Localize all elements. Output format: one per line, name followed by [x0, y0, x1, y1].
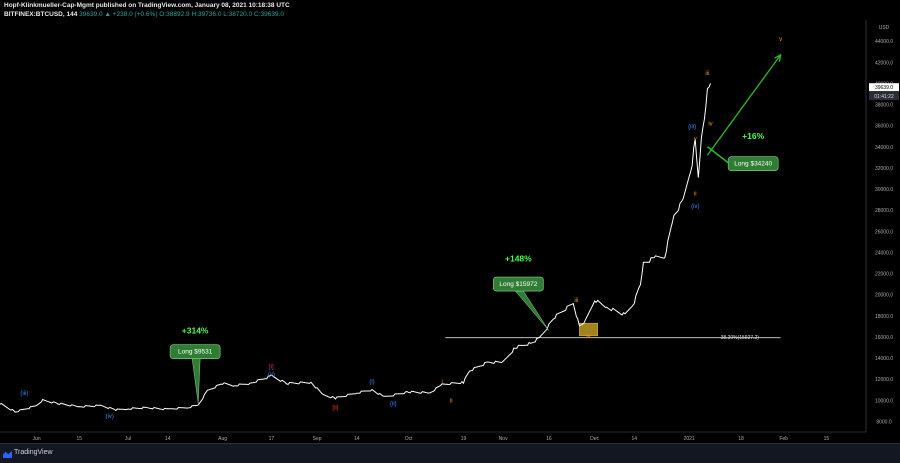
- fib-level-label: 38.20%(15927.2): [721, 335, 760, 341]
- wave-label: (i): [369, 379, 374, 385]
- wave-label: i: [441, 379, 442, 385]
- price-tag-label: 39639.0: [875, 85, 893, 91]
- wave-label: iv: [708, 122, 712, 128]
- publisher-line: Hopf-Klinkmueller-Cap-Mgmt published on …: [4, 2, 290, 9]
- wave-label: iii: [705, 71, 709, 77]
- footer-bar: TradingView: [0, 443, 900, 463]
- y-tick-label: 10000.0: [875, 398, 893, 404]
- y-tick-label: 16000.0: [875, 335, 893, 341]
- price-series-line: [0, 83, 711, 413]
- wave-label: v: [694, 136, 697, 142]
- wave-label: (ii): [390, 401, 397, 407]
- wave-label: iii: [574, 298, 578, 304]
- price-tag-box: [869, 83, 899, 92]
- gain-label: +16%: [742, 131, 764, 141]
- projection-arrow-head: [774, 53, 782, 62]
- y-tick-label: 18000.0: [875, 314, 893, 320]
- price-axis-unit: USD: [879, 25, 890, 31]
- x-tick-label: Feb: [779, 436, 788, 442]
- x-tick-label: Dec: [590, 436, 599, 442]
- wave-label: [ii]: [332, 406, 338, 412]
- wave-label: v: [779, 37, 782, 43]
- y-tick-label: 26000.0: [875, 229, 893, 235]
- gain-label: +314%: [182, 326, 209, 336]
- wave-label: (iv): [106, 414, 114, 420]
- y-tick-label: 20000.0: [875, 293, 893, 299]
- highlight-zone: [579, 322, 598, 337]
- y-tick-label: 38000.0: [875, 103, 893, 109]
- ohlc-text: 39639.0 ▲ +238.0 (+0.6%) O:38892.9 H:397…: [79, 11, 284, 18]
- y-tick-label: 12000.0: [875, 377, 893, 383]
- x-tick-label: 16: [546, 436, 552, 442]
- y-tick-label: 32000.0: [875, 166, 893, 172]
- long-box: [169, 344, 221, 360]
- y-tick-label: 22000.0: [875, 272, 893, 278]
- long-box: [727, 156, 779, 171]
- y-tick-label: 44000.0: [875, 39, 893, 45]
- long-box-pointer: [514, 290, 550, 331]
- x-tick-label: 14: [165, 436, 171, 442]
- y-tick-label: 36000.0: [875, 124, 893, 130]
- x-tick-label: 18: [738, 436, 744, 442]
- x-tick-label: Jul: [125, 436, 131, 442]
- long-box-label: Long $34240: [734, 161, 772, 168]
- x-tick-label: 15: [77, 436, 83, 442]
- symbol-line: BITFINEX:BTCUSD, 144 39639.0 ▲ +238.0 (+…: [4, 11, 284, 18]
- x-tick-label: Aug: [218, 436, 227, 442]
- long-box-label: Long $9531: [178, 349, 213, 356]
- symbol-text: BITFINEX:BTCUSD, 144: [4, 11, 78, 18]
- x-tick-label: Nov: [499, 436, 508, 442]
- wave-label: ii: [694, 191, 697, 197]
- x-tick-label: Sep: [313, 436, 322, 442]
- y-tick-label: 28000.0: [875, 208, 893, 214]
- wave-label: iv: [586, 334, 590, 340]
- y-tick-label: 34000.0: [875, 145, 893, 151]
- x-tick-label: 14: [631, 436, 637, 442]
- y-tick-label: 14000.0: [875, 356, 893, 362]
- wave-label: [i]: [269, 365, 274, 371]
- wave-label: (v): [268, 372, 275, 378]
- wave-label: (iii): [20, 391, 28, 397]
- footer-brand: TradingView: [14, 449, 53, 456]
- tradingview-logo-icon: [3, 450, 12, 458]
- wave-label: ii: [450, 398, 453, 404]
- gain-label: +148%: [505, 254, 532, 264]
- y-tick-label: 30000.0: [875, 187, 893, 193]
- x-tick-label: Jun: [33, 436, 41, 442]
- long-box-label: Long $15972: [499, 281, 537, 288]
- y-tick-label: 42000.0: [875, 60, 893, 66]
- x-tick-label: 17: [269, 436, 275, 442]
- price-tag-label: 01:41:22: [874, 94, 894, 100]
- long-box: [493, 276, 544, 292]
- projection-arrow-line: [706, 54, 782, 156]
- long-box-pointer: [191, 358, 201, 404]
- x-tick-label: Oct: [405, 436, 413, 442]
- y-tick-label: 24000.0: [875, 250, 893, 256]
- x-tick-label: 19: [461, 436, 467, 442]
- publisher-text: Hopf-Klinkmueller-Cap-Mgmt published on …: [4, 2, 290, 9]
- x-tick-label: 14: [354, 436, 360, 442]
- x-tick-label: 15: [824, 436, 830, 442]
- wave-label: (iii): [688, 125, 696, 131]
- y-tick-label: 8000.0: [876, 419, 892, 425]
- price-tag-box: [869, 92, 899, 101]
- wave-label: (iv): [691, 204, 699, 210]
- x-tick-label: 2021: [684, 436, 695, 442]
